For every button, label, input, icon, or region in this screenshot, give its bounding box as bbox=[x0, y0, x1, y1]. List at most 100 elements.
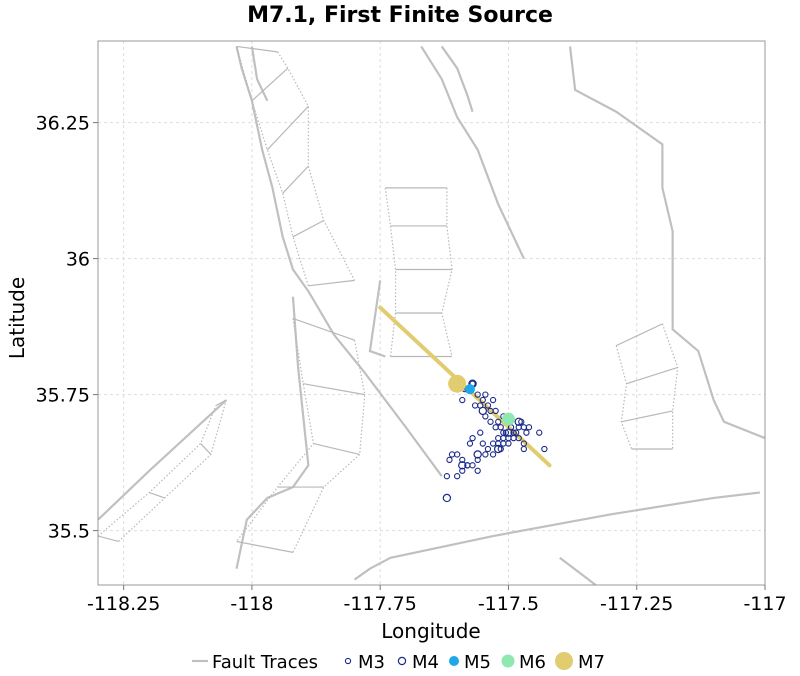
fault-trace bbox=[353, 491, 760, 581]
fault-plane-rung bbox=[200, 443, 212, 455]
x-tick-label: -117.25 bbox=[600, 593, 673, 615]
fault-trace bbox=[568, 46, 765, 440]
fault-trace bbox=[559, 556, 597, 585]
legend-m3-marker bbox=[344, 657, 352, 665]
x-tick-label: -117 bbox=[743, 593, 786, 615]
fault-plane-edge bbox=[235, 46, 309, 286]
fault-trace bbox=[235, 46, 443, 477]
m3-point bbox=[482, 451, 489, 458]
x-tick-label: -118 bbox=[230, 593, 273, 615]
m4-point bbox=[473, 450, 482, 459]
x-axis-ticks: -118.25 -118 -117.75 -117.5 -117.25 -117 bbox=[87, 585, 787, 615]
m3-point bbox=[500, 429, 507, 436]
m3-point bbox=[471, 402, 479, 409]
fault-trace bbox=[235, 296, 310, 569]
m4-point bbox=[442, 493, 452, 503]
m3-point bbox=[466, 440, 474, 447]
fault-plane-rung bbox=[313, 442, 360, 456]
legend-label: Fault Traces bbox=[212, 652, 318, 673]
y-axis-label: Latitude bbox=[5, 277, 29, 359]
x-axis-label: Longitude bbox=[381, 619, 480, 643]
m3-point bbox=[515, 434, 522, 442]
m3-point bbox=[474, 467, 481, 474]
fault-plane-rung bbox=[236, 540, 294, 553]
m3-point bbox=[525, 424, 533, 431]
m3-point bbox=[448, 451, 456, 458]
fault-plane-rung bbox=[215, 399, 227, 407]
m4-point bbox=[478, 406, 488, 416]
fault-plane-edge bbox=[98, 405, 217, 537]
y-tick-label: 35.5 bbox=[48, 521, 90, 543]
m3-point bbox=[487, 418, 494, 425]
chart-title: M7.1, First Finite Source bbox=[247, 3, 553, 28]
y-tick-label: 36 bbox=[66, 249, 90, 271]
fault-plane-edge bbox=[384, 187, 397, 357]
m4-point bbox=[504, 428, 513, 437]
m7-point bbox=[448, 374, 467, 393]
m3-point bbox=[492, 424, 499, 431]
fault-trace bbox=[250, 46, 269, 102]
legend: Fault Traces M3 M4 M5 M6 M7 bbox=[192, 652, 605, 673]
m3-point bbox=[520, 424, 528, 431]
legend-m6-marker bbox=[501, 654, 515, 668]
fault-plane-rung bbox=[266, 105, 309, 151]
m3-point bbox=[520, 445, 528, 453]
legend-label: M3 bbox=[358, 652, 385, 673]
m3-point bbox=[513, 429, 520, 436]
m3-point bbox=[469, 462, 476, 469]
m3-point bbox=[443, 473, 451, 480]
m3-point bbox=[489, 440, 497, 447]
fault-plane-rung bbox=[292, 317, 355, 341]
m5-point bbox=[464, 384, 475, 395]
fault-plane-rung bbox=[149, 491, 165, 499]
x-tick-label: -117.75 bbox=[344, 593, 417, 615]
legend-m7-marker bbox=[555, 652, 573, 670]
m3-point bbox=[500, 434, 507, 442]
m3-point bbox=[459, 467, 466, 474]
y-axis-ticks: 35.5 35.75 36 36.25 bbox=[36, 113, 98, 543]
m3-point bbox=[459, 456, 466, 464]
fault-plane-rung bbox=[251, 67, 289, 102]
m3-point bbox=[505, 440, 512, 447]
m3-point bbox=[495, 440, 502, 447]
m3-point bbox=[446, 456, 453, 464]
fault-traces bbox=[98, 45, 765, 585]
m3-point bbox=[477, 429, 484, 436]
m3-point bbox=[500, 440, 507, 447]
fault-plane-edge bbox=[441, 187, 453, 357]
fault-plane-edge bbox=[615, 345, 633, 450]
m3-point bbox=[469, 434, 476, 442]
fault-trace bbox=[440, 45, 474, 113]
fault-trace bbox=[98, 399, 228, 521]
legend-label: M5 bbox=[464, 652, 491, 673]
m3-point bbox=[484, 445, 492, 453]
m3-point bbox=[482, 391, 489, 398]
m3-point bbox=[479, 440, 486, 447]
fault-plane-edge bbox=[292, 340, 366, 553]
y-tick-label: 35.75 bbox=[36, 385, 90, 407]
legend-label: M6 bbox=[519, 652, 546, 673]
m3-point bbox=[474, 391, 481, 398]
m3-point bbox=[520, 440, 528, 447]
fault-plane-edge bbox=[118, 399, 227, 542]
m3-point bbox=[489, 396, 497, 404]
m3-point bbox=[523, 429, 530, 436]
m3-point bbox=[459, 396, 466, 404]
m3-point bbox=[489, 451, 497, 458]
m3-point bbox=[484, 402, 492, 409]
fault-plane-rung bbox=[621, 410, 673, 423]
plot-frame bbox=[97, 40, 766, 586]
fault-plane-edge bbox=[661, 323, 679, 449]
fault-plane-rung bbox=[615, 323, 663, 347]
m3-point bbox=[474, 456, 481, 464]
m4-point bbox=[494, 444, 503, 454]
fault-plane-rung bbox=[98, 535, 119, 543]
m3-point bbox=[454, 473, 461, 480]
m4-point bbox=[458, 461, 467, 470]
fault-trace bbox=[420, 45, 525, 260]
x-tick-label: -117.5 bbox=[478, 593, 539, 615]
m3-point bbox=[479, 396, 486, 404]
fault-plane-edge bbox=[236, 318, 315, 542]
legend-label: M4 bbox=[412, 652, 439, 673]
